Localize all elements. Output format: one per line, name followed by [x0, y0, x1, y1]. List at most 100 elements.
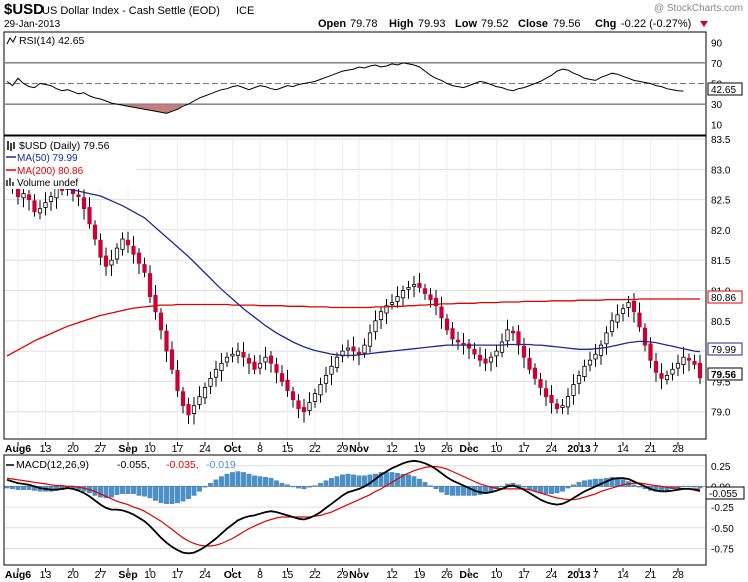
- x-tick-label: 24: [199, 569, 211, 581]
- candle-body: [670, 368, 675, 375]
- macd-histogram-bar: [521, 486, 527, 488]
- x-tick-label: 29: [337, 443, 349, 455]
- x-tick-label: 13: [40, 569, 52, 581]
- candle-body: [549, 394, 554, 404]
- candle-body: [81, 197, 87, 210]
- candle-icon: [7, 141, 15, 151]
- candle-body: [543, 388, 549, 398]
- macd-signal-line: [6, 466, 701, 547]
- candle-body: [367, 332, 373, 347]
- macd-histogram-bar: [637, 486, 642, 488]
- rsi-badge: 42.65: [707, 82, 743, 96]
- candle-body: [356, 351, 362, 355]
- candle-body: [186, 404, 191, 416]
- candle-body: [224, 356, 230, 363]
- candle-body: [312, 393, 318, 402]
- candle-body: [15, 188, 21, 197]
- macd-histogram-bar: [147, 486, 153, 499]
- price-tick-label: 82.0: [711, 226, 731, 237]
- price-legend-text: $USD (Daily) 79.56: [19, 140, 110, 152]
- x-tick-label: 21: [645, 443, 657, 455]
- macd-histogram-bar: [686, 486, 692, 488]
- chart-symbol: $USD: [4, 1, 44, 18]
- candle-body: [219, 362, 224, 371]
- close-badge: 79.56: [707, 367, 743, 381]
- candle-body: [631, 300, 637, 313]
- x-tick-label: 27: [95, 443, 107, 455]
- macd-histogram-bar: [257, 476, 263, 487]
- x-tick-label: Oct: [224, 569, 242, 581]
- x-tick-label: 7: [593, 443, 599, 455]
- macd-histogram-bar: [169, 486, 175, 504]
- open-label: Open: [318, 18, 346, 30]
- x-tick-label: 26: [441, 569, 453, 581]
- x-tick-label: Sep: [118, 569, 137, 581]
- candle-body: [395, 296, 400, 302]
- macd-histogram-bar: [378, 472, 384, 487]
- macd-histogram-bar: [312, 485, 318, 487]
- x-tick-label: Oct: [224, 443, 242, 455]
- x-tick-label: 26: [441, 443, 453, 455]
- candle-body: [43, 202, 48, 208]
- macd-histogram-bar: [301, 486, 307, 490]
- candle-body: [692, 360, 697, 365]
- macd-histogram-bar: [103, 486, 109, 499]
- candle-body: [136, 252, 142, 264]
- x-tick-label: 14: [617, 443, 629, 455]
- candle-body: [389, 302, 395, 305]
- candle-body: [48, 196, 54, 202]
- candle-body: [362, 344, 367, 354]
- x-tick-label: 28: [672, 443, 684, 455]
- macd-histogram-bar: [125, 486, 131, 494]
- candle-body: [499, 341, 505, 353]
- ma200-legend-text: MA(200) 80.86: [17, 166, 84, 177]
- macd-histogram-bar: [461, 486, 466, 496]
- candle-body: [158, 312, 164, 331]
- macd-histogram-bar: [246, 473, 252, 487]
- macd-histogram-bar: [609, 477, 615, 487]
- candle-body: [76, 194, 81, 198]
- candle-body: [153, 294, 158, 313]
- rsi-oversold-fill: [122, 104, 183, 114]
- rsi-tick-label: 70: [711, 59, 723, 70]
- chart-line-icon: [6, 35, 17, 45]
- price-legend: $USD (Daily) 79.56 MA(50) 79.99 MA(200) …: [5, 139, 137, 189]
- candle-body: [505, 329, 510, 342]
- macd-panel: [3, 454, 707, 566]
- candle-body: [164, 330, 169, 352]
- macd-histogram-bar: [323, 480, 329, 487]
- macd-histogram-bar: [576, 482, 582, 487]
- macd-tick-label: -0.75: [711, 544, 734, 555]
- macd-legend-value: -0.055,: [117, 459, 150, 471]
- macd-histogram-bar: [571, 484, 576, 487]
- x-axis-macd: Aug6 13 20 27 Sep 10 17 24 Oct 8 15 22 29 Nov 12 19 26 De…: [5, 568, 684, 581]
- x-tick-label: 10: [144, 443, 156, 455]
- candle-body: [609, 320, 615, 333]
- macd-histogram-bar: [692, 486, 697, 488]
- candle-body: [307, 402, 312, 411]
- macd-histogram-bar: [197, 486, 202, 492]
- candle-body: [334, 356, 340, 368]
- candle-body: [26, 194, 32, 201]
- candle-body: [301, 407, 307, 413]
- price-panel: [3, 135, 707, 440]
- macd-histogram-bar: [114, 486, 120, 495]
- macd-histogram-bar: [4, 486, 10, 489]
- macd-histogram-bar: [180, 486, 186, 502]
- x-tick-label: 8: [257, 569, 263, 581]
- svg-text:80.86: 80.86: [711, 293, 736, 304]
- x-tick-label: 19: [414, 443, 426, 455]
- svg-text:42.65: 42.65: [711, 85, 736, 96]
- macd-histogram-bar: [406, 474, 411, 487]
- down-arrow-icon: [700, 21, 708, 27]
- x-tick-label: 27: [95, 569, 107, 581]
- macd-histogram-bar: [582, 480, 587, 487]
- x-tick-label: 13: [40, 443, 52, 455]
- candle-body: [455, 339, 461, 343]
- candle-body: [653, 360, 659, 373]
- candle-body: [142, 264, 147, 273]
- x-tick-label: 10: [491, 443, 503, 455]
- macd-histogram-bar: [98, 486, 103, 498]
- candle-body: [686, 357, 692, 361]
- candle-body: [444, 318, 450, 331]
